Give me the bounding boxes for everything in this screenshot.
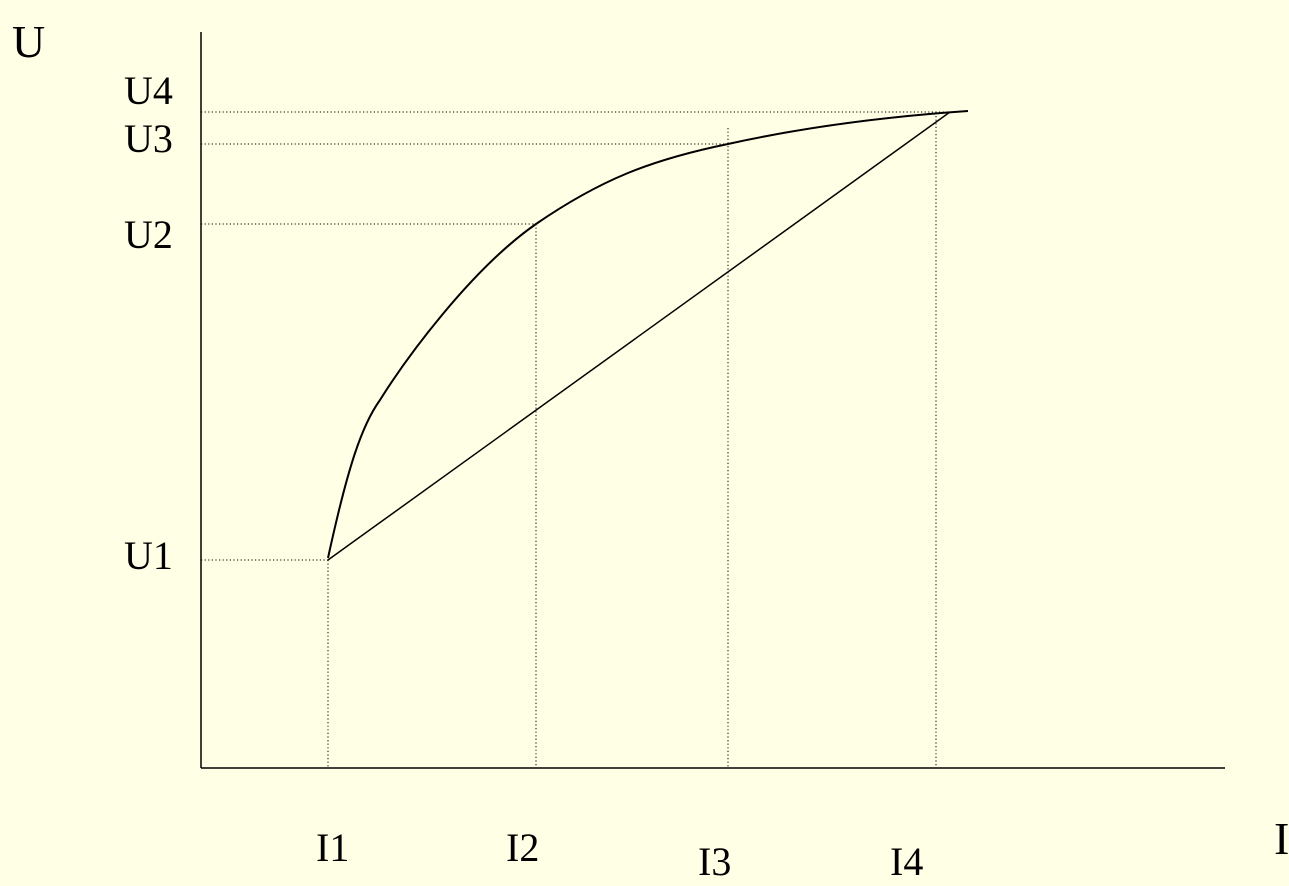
chord-line [327,111,951,561]
y-label-u2: U2 [124,212,173,257]
x-label-i1: I1 [316,825,349,870]
x-label-i2: I2 [506,825,539,870]
y-label-u4: U4 [124,68,173,113]
y-axis-title: U [12,16,45,67]
x-axis-title: I [1274,813,1289,864]
utility-curve [327,110,969,559]
y-label-u3: U3 [124,116,173,161]
x-label-i3: I3 [698,839,731,881]
x-label-i4: I4 [890,839,923,881]
y-label-u1: U1 [124,533,173,578]
